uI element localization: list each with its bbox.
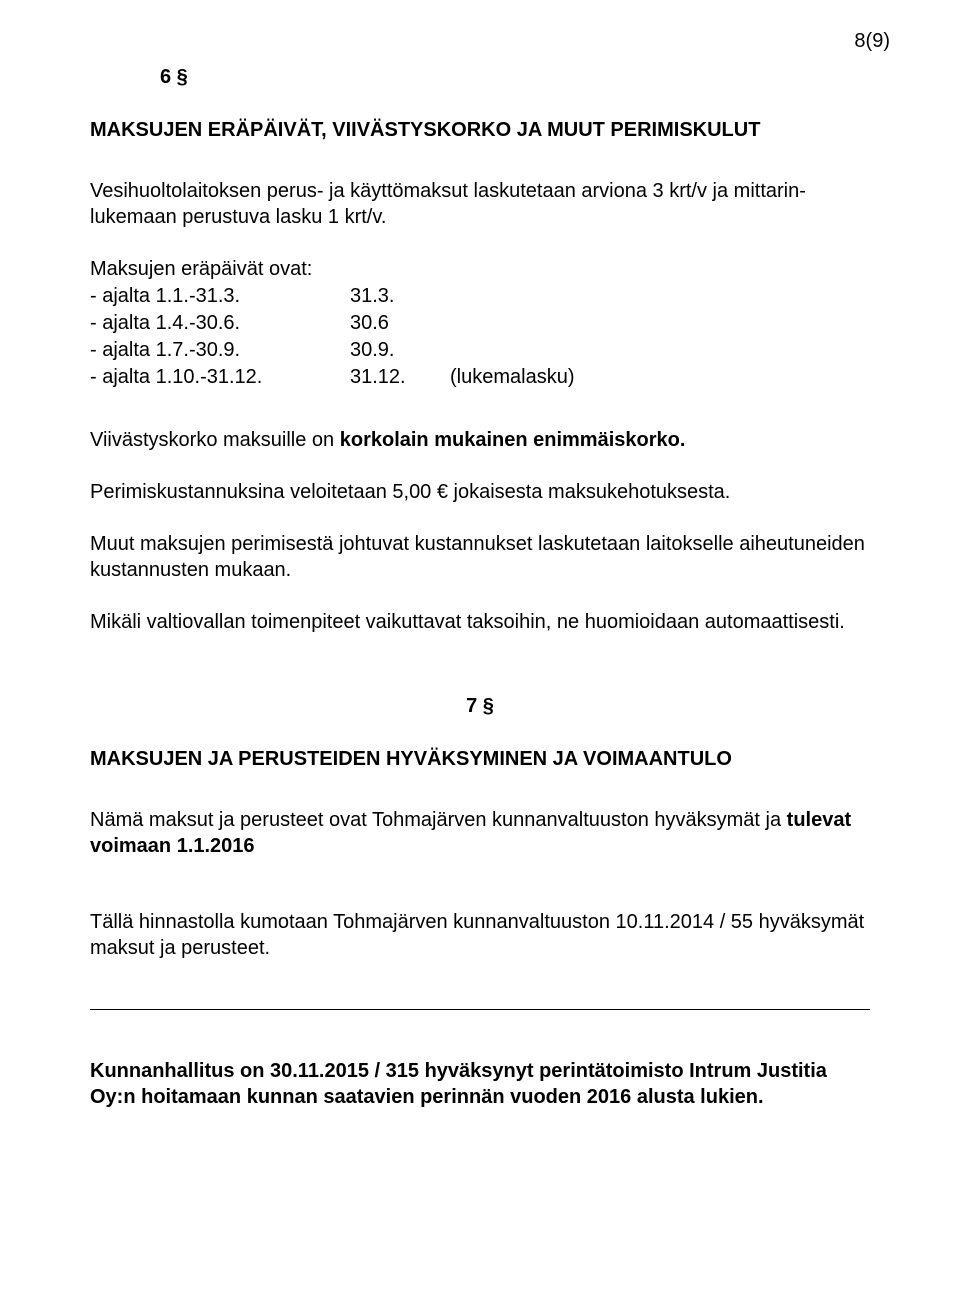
section-7-repeal: Tällä hinnastolla kumotaan Tohmajärven k… — [90, 909, 870, 961]
due-date-row: - ajalta 1.4.-30.6. 30.6 — [90, 310, 870, 337]
page-number: 8(9) — [854, 30, 890, 53]
due-date-row: - ajalta 1.7.-30.9. 30.9. — [90, 337, 870, 364]
late-interest-prefix: Viivästyskorko maksuille on — [90, 429, 340, 451]
other-costs: Muut maksujen perimisestä johtuvat kusta… — [90, 531, 870, 583]
due-dates-block: Maksujen eräpäivät ovat: - ajalta 1.1.-3… — [90, 256, 870, 391]
approval-prefix: Nämä maksut ja perusteet ovat Tohmajärve… — [90, 809, 787, 831]
section-6-intro: Vesihuoltolaitoksen perus- ja käyttömaks… — [90, 178, 870, 230]
late-interest: Viivästyskorko maksuille on korkolain mu… — [90, 427, 870, 453]
section-6-number: 6 § — [160, 66, 870, 89]
document-page: 8(9) 6 § MAKSUJEN ERÄPÄIVÄT, VIIVÄSTYSKO… — [0, 0, 960, 1314]
due-period: - ajalta 1.4.-30.6. — [90, 310, 350, 337]
late-interest-bold: korkolain mukainen enimmäiskorko. — [340, 429, 686, 451]
section-7-title: MAKSUJEN JA PERUSTEIDEN HYVÄKSYMINEN JA … — [90, 748, 870, 771]
section-7-number: 7 § — [90, 695, 870, 718]
section-6-title: MAKSUJEN ERÄPÄIVÄT, VIIVÄSTYSKORKO JA MU… — [90, 119, 870, 142]
due-date: 30.9. — [350, 337, 450, 364]
due-period: - ajalta 1.10.-31.12. — [90, 364, 350, 391]
due-note: (lukemalasku) — [450, 364, 574, 391]
due-dates-label: Maksujen eräpäivät ovat: — [90, 256, 870, 283]
due-period: - ajalta 1.1.-31.3. — [90, 283, 350, 310]
divider — [90, 1009, 870, 1010]
footer-text: Kunnanhallitus on 30.11.2015 / 315 hyväk… — [90, 1058, 870, 1110]
due-date-row: - ajalta 1.10.-31.12. 31.12. (lukemalask… — [90, 364, 870, 391]
due-period: - ajalta 1.7.-30.9. — [90, 337, 350, 364]
gov-note: Mikäli valtiovallan toimenpiteet vaikutt… — [90, 609, 870, 635]
due-date: 30.6 — [350, 310, 450, 337]
collection-cost: Perimiskustannuksina veloitetaan 5,00 € … — [90, 479, 870, 505]
due-date: 31.3. — [350, 283, 450, 310]
due-date-row: - ajalta 1.1.-31.3. 31.3. — [90, 283, 870, 310]
section-7-approval: Nämä maksut ja perusteet ovat Tohmajärve… — [90, 807, 870, 859]
due-date: 31.12. — [350, 364, 450, 391]
